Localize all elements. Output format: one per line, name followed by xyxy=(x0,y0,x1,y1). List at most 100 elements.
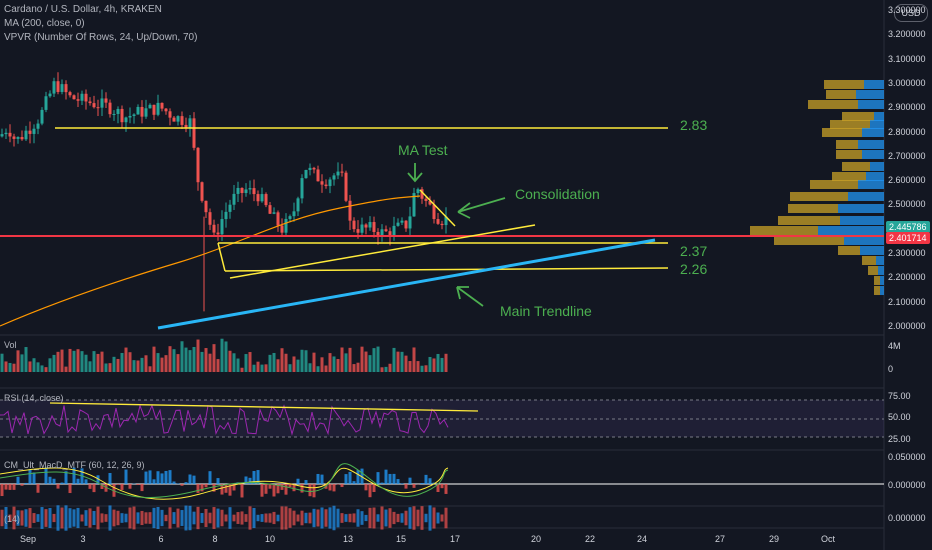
macd-hist-bar xyxy=(356,470,360,484)
candle-body xyxy=(92,103,96,108)
volume-bar xyxy=(100,351,104,372)
ma-line xyxy=(0,195,421,327)
volume-bar xyxy=(280,348,284,372)
candle-body xyxy=(380,229,384,237)
macd-hist-bar xyxy=(352,481,356,484)
volume-bar xyxy=(316,366,320,372)
volume-tick-4m: 4M xyxy=(888,341,901,351)
vpvr-up-bar xyxy=(880,286,884,295)
macd-hist-bar xyxy=(304,480,308,484)
price-tick: 2.100000 xyxy=(888,296,926,307)
price-tick: 2.200000 xyxy=(888,272,926,283)
volume-bar xyxy=(88,361,92,372)
vpvr-down-bar xyxy=(842,112,874,121)
candle-body xyxy=(108,102,112,115)
candle-body xyxy=(216,232,220,235)
candle-body xyxy=(240,187,244,193)
macd-hist-bar xyxy=(212,484,216,492)
vpvr-up-bar xyxy=(878,266,884,275)
lower-hist-bar xyxy=(96,506,100,530)
candle-body xyxy=(176,116,180,122)
lower-hist-bar xyxy=(0,509,4,527)
candle-body xyxy=(196,147,200,183)
macd-hist-bar xyxy=(300,484,304,493)
macd-hist-bar xyxy=(84,479,88,484)
volume-bar xyxy=(344,353,348,372)
candle-body xyxy=(20,137,24,140)
macd-hist-bar xyxy=(244,476,248,484)
macd-hist-bar xyxy=(120,484,124,490)
macd-hist-bar xyxy=(12,484,16,490)
vpvr-down-bar xyxy=(810,180,858,189)
volume-bar xyxy=(52,354,56,372)
candle-body xyxy=(8,132,12,137)
candle-body xyxy=(236,187,240,194)
macd-hist-bar xyxy=(52,478,56,484)
candle-body xyxy=(224,211,228,220)
candle-body xyxy=(396,222,400,226)
vpvr-down-bar xyxy=(750,226,818,235)
macd-hist-bar xyxy=(384,469,388,484)
volume-bar xyxy=(112,356,116,372)
volume-bar xyxy=(28,361,32,372)
lower-hist-bar xyxy=(412,506,416,530)
lower-hist-bar xyxy=(424,513,428,523)
macd-hist-bar xyxy=(292,484,296,492)
lower-hist-bar xyxy=(332,505,336,531)
ma-legend[interactable]: MA (200, close, 0) xyxy=(4,18,85,29)
time-tick: 29 xyxy=(768,534,780,544)
lower-hist-bar xyxy=(344,514,348,522)
lower-hist-bar xyxy=(164,514,168,522)
macd-hist-bar xyxy=(180,484,184,486)
macd-hist-bar xyxy=(260,484,264,497)
volume-bar xyxy=(212,344,216,372)
macd-hist-bar xyxy=(152,479,156,484)
macd-signal-line xyxy=(0,467,449,500)
volume-pane-label[interactable]: Vol xyxy=(4,340,17,350)
candle-body xyxy=(0,134,4,137)
vpvr-up-bar xyxy=(870,120,884,129)
lower-hist-bar xyxy=(28,508,32,528)
volume-bar xyxy=(80,351,84,372)
price-tick: 2.700000 xyxy=(888,150,926,161)
macd-hist-bar xyxy=(24,482,28,484)
macd-hist-bar xyxy=(156,471,160,484)
vpvr-down-bar xyxy=(874,276,880,285)
volume-bar xyxy=(196,339,200,372)
hist-pane-label[interactable]: (14) xyxy=(4,514,21,524)
candle-body xyxy=(140,106,144,117)
lower-hist-bar xyxy=(212,507,216,529)
rising-trendline xyxy=(229,224,536,279)
lower-hist-bar xyxy=(348,513,352,523)
vpvr-legend[interactable]: VPVR (Number Of Rows, 24, Up/Down, 70) xyxy=(4,32,198,43)
lower-hist-bar xyxy=(36,514,40,522)
currency-selector[interactable]: USD xyxy=(894,4,928,22)
symbol-legend[interactable]: Cardano / U.S. Dollar, 4h, KRAKEN xyxy=(4,4,162,15)
volume-bar xyxy=(284,353,288,372)
volume-bar xyxy=(104,363,108,372)
macd-hist-bar xyxy=(184,482,188,484)
candle-body xyxy=(96,107,100,109)
volume-bar xyxy=(0,353,4,372)
vpvr-down-bar xyxy=(788,204,838,213)
candle-body xyxy=(60,84,64,92)
macd-hist-bar xyxy=(372,484,376,493)
volume-bar xyxy=(288,364,292,372)
volume-bar xyxy=(140,357,144,372)
candle-body xyxy=(284,218,288,233)
lower-hist-bar xyxy=(320,507,324,529)
lower-hist-bar xyxy=(340,513,344,523)
macd-hist-bar xyxy=(288,484,292,488)
lower-hist-bar xyxy=(68,508,72,528)
rsi-pane-label[interactable]: RSI (14, close) xyxy=(4,393,64,403)
lower-hist-bar xyxy=(160,509,164,527)
vpvr-down-bar xyxy=(836,140,858,149)
candle-body xyxy=(404,220,408,229)
candle-body xyxy=(80,93,84,101)
macd-pane-label[interactable]: CM_Ult_MacD_MTF (60, 12, 26, 9) xyxy=(4,460,145,470)
candle-body xyxy=(16,137,20,139)
candle-body xyxy=(212,224,216,233)
vpvr-up-bar xyxy=(838,204,884,213)
support-line-226 xyxy=(224,267,669,272)
